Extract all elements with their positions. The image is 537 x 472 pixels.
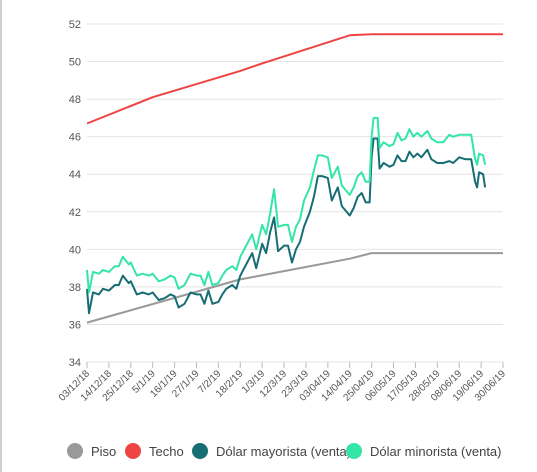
series-lines: [86, 33, 503, 324]
grid-lines: [87, 23, 503, 363]
y-tick-label: 52: [69, 19, 81, 31]
left-edge-divider: [0, 0, 2, 472]
legend-swatch-dolar-mayorista: [192, 443, 208, 459]
legend-item-dolar-minorista[interactable]: Dólar minorista (venta): [346, 437, 502, 465]
y-tick-label: 42: [69, 207, 81, 219]
x-axis-ticks: 03/12/1814/12/1825/12/185/1/1916/1/1927/…: [57, 362, 508, 404]
y-tick-label: 40: [69, 244, 81, 256]
legend-swatch-techo: [125, 443, 141, 459]
y-axis-ticks: 34 36 38 40 42 44 46 48 50 52: [69, 19, 81, 369]
y-tick-label: 36: [69, 319, 81, 331]
legend-label-piso: Piso: [91, 443, 117, 459]
legend-swatch-dolar-minorista: [346, 443, 362, 459]
legend-item-piso[interactable]: Piso: [67, 437, 116, 465]
legend-label-dolar-mayorista: Dólar mayorista (venta): [216, 443, 352, 459]
y-tick-label: 34: [69, 357, 81, 369]
y-tick-label: 44: [69, 169, 81, 181]
chart-legend: Piso Techo Dólar mayorista (venta) Dólar…: [0, 437, 537, 465]
y-tick-label: 46: [69, 132, 81, 144]
legend-label-techo: Techo: [149, 443, 184, 459]
legend-swatch-piso: [67, 443, 83, 459]
legend-item-dolar-mayorista[interactable]: Dólar mayorista (venta): [192, 437, 351, 465]
y-tick-label: 50: [69, 57, 81, 69]
series-line-0: [86, 252, 503, 324]
series-line-1: [86, 33, 503, 125]
legend-item-techo[interactable]: Techo: [125, 437, 184, 465]
y-tick-label: 48: [69, 94, 81, 106]
series-line-2: [86, 137, 487, 315]
series-line-3: [86, 116, 487, 294]
y-tick-label: 38: [69, 282, 81, 294]
legend-label-dolar-minorista: Dólar minorista (venta): [370, 443, 502, 459]
